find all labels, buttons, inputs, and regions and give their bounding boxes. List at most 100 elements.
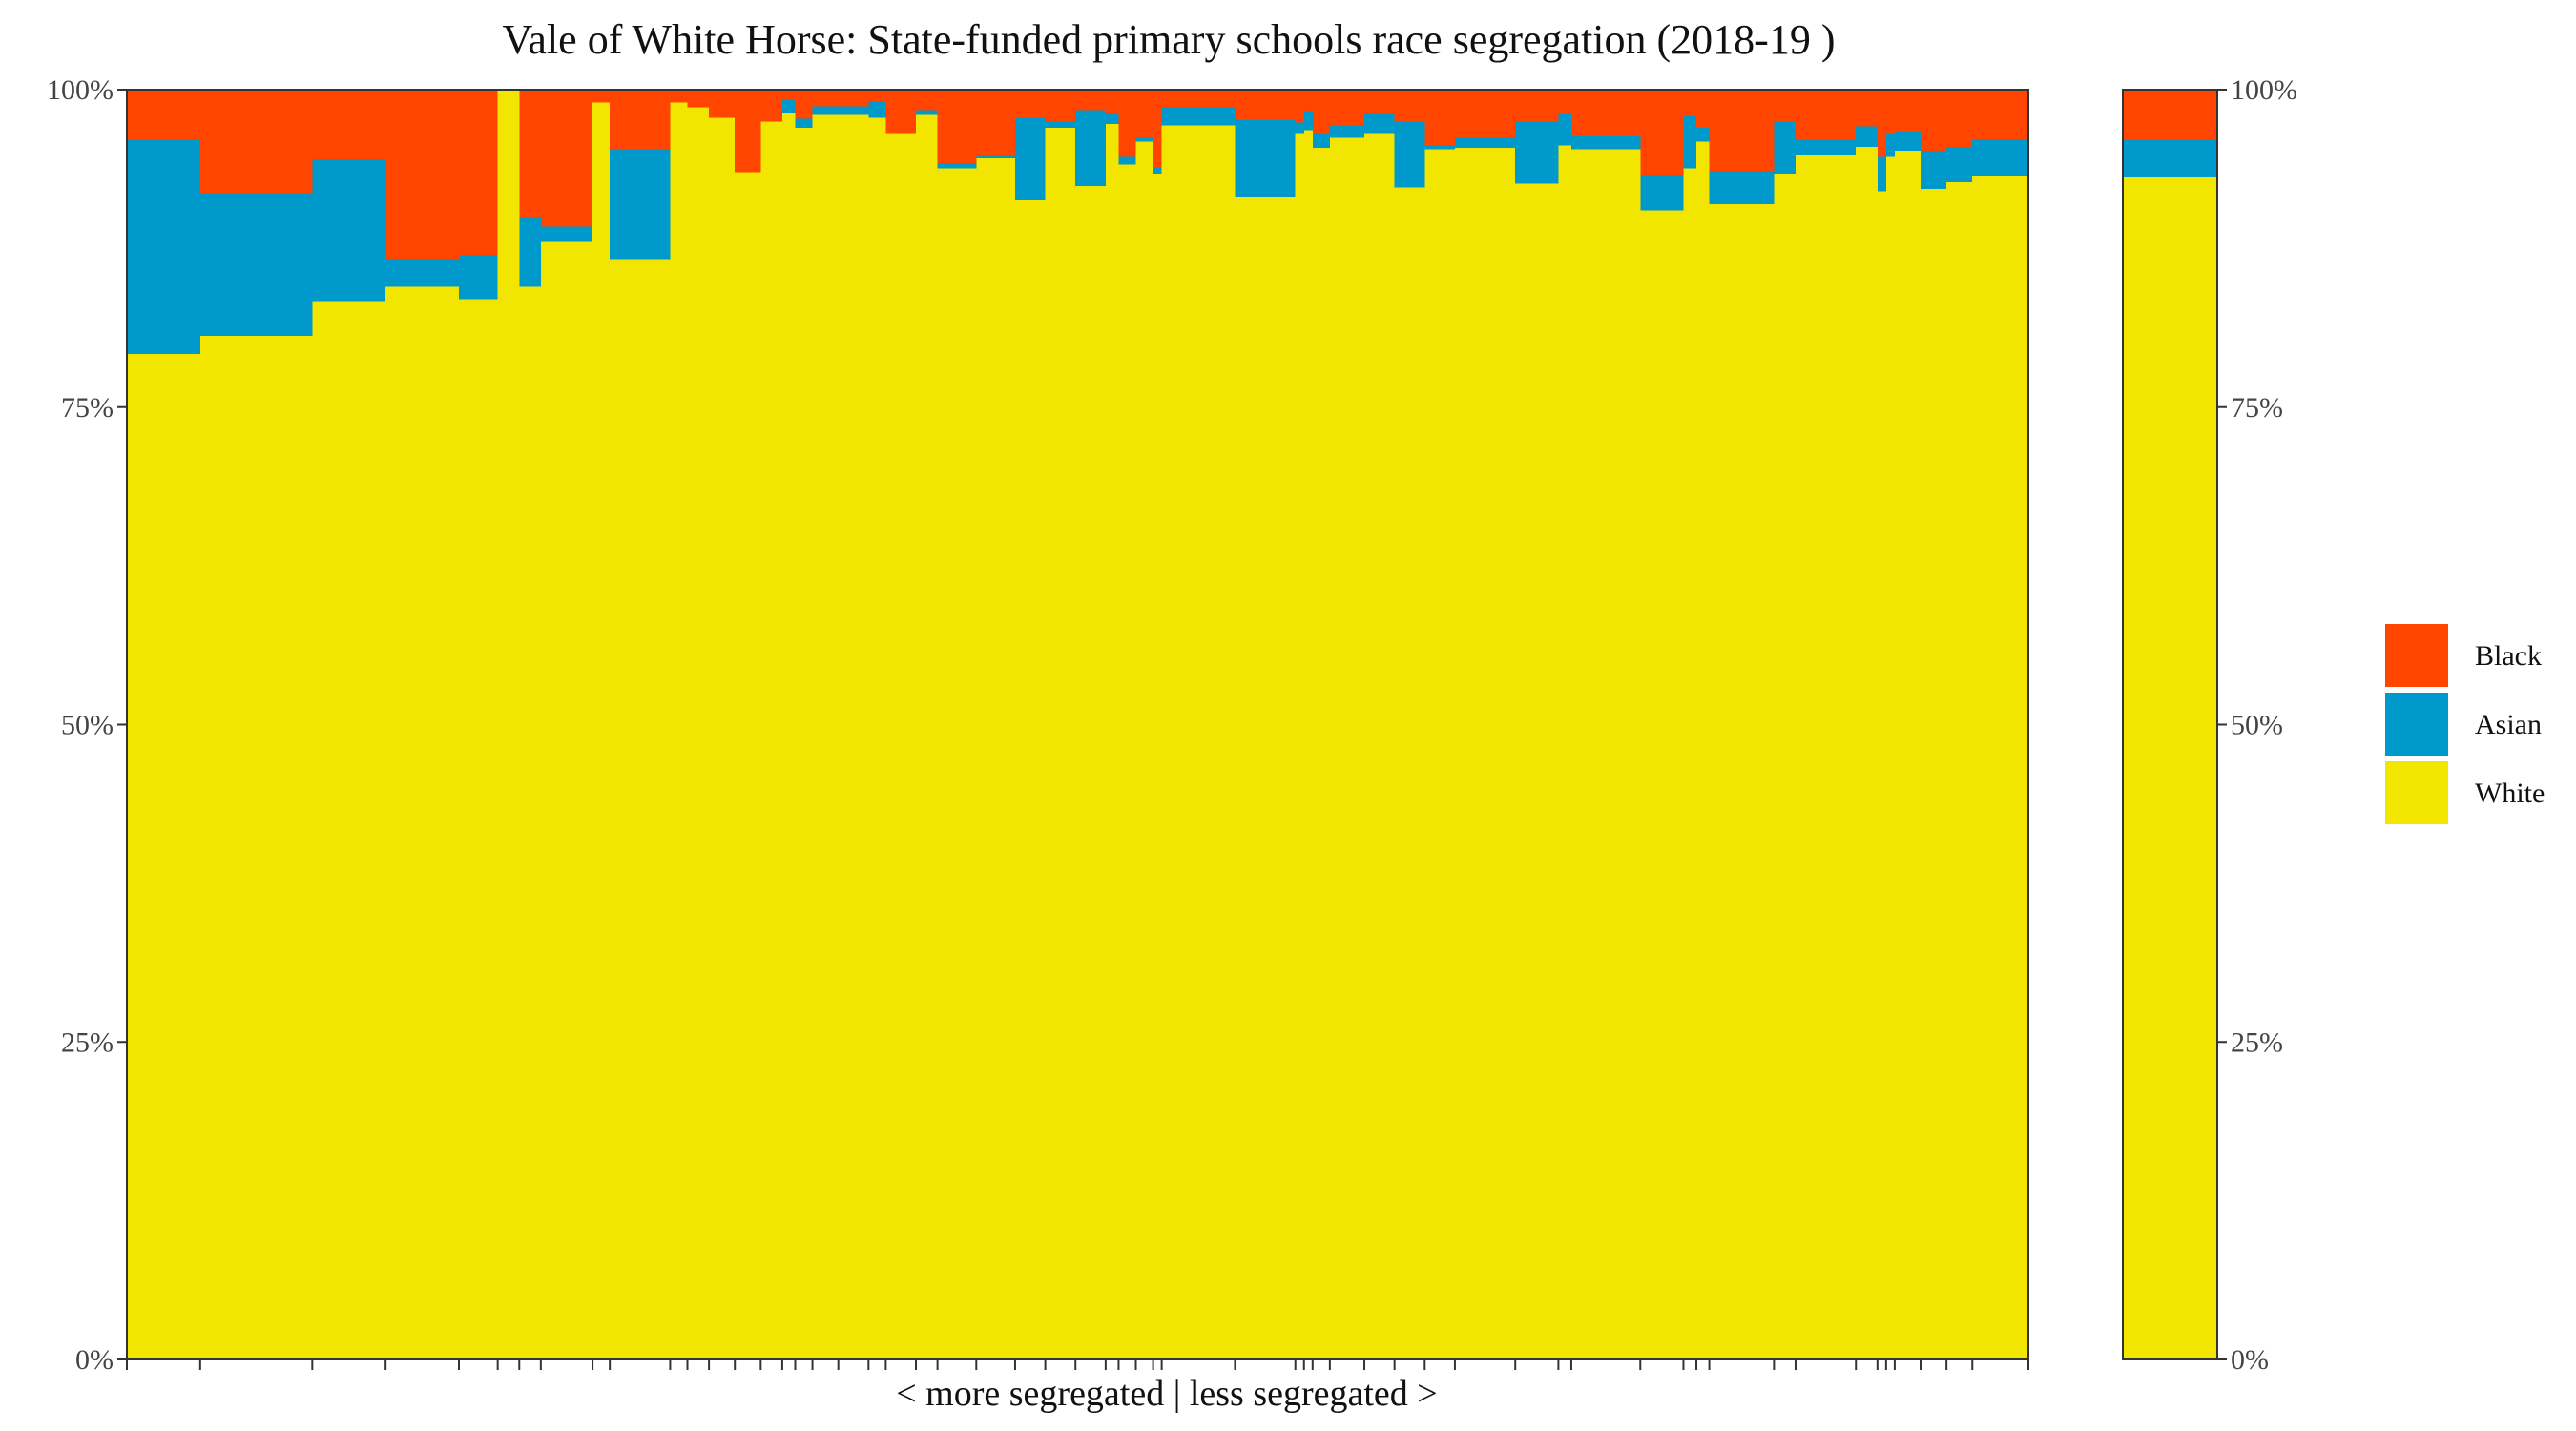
school-bar-white-segment [127,353,201,1359]
school-bar-black-segment [1795,90,1857,141]
school-bar-asian-segment [1885,133,1896,157]
school-bar-white-segment [735,172,761,1359]
school-bar-black-segment [916,90,939,111]
school-bar-black-segment [838,90,869,107]
y-tick-label-left: 25% [61,1027,114,1058]
school-bar-black-segment [1312,90,1331,134]
school-bar-white-segment [838,114,869,1360]
legend-swatch-black [2385,624,2448,687]
school-bar-white-segment [1709,203,1775,1359]
school-bar-white-segment [1946,182,1973,1360]
school-bar-white-segment [1885,156,1896,1360]
school-bar-black-segment [1946,90,1973,147]
school-bar-black-segment [610,90,672,150]
school-bar-white-segment [1075,186,1107,1359]
school-bar-black-segment [1135,90,1154,138]
school-bar-black-segment [709,90,736,118]
school-bar-asian-segment [1075,110,1107,187]
school-bar-black-segment [1153,90,1163,168]
school-bar-black-segment [760,90,783,122]
school-bar-black-segment [1856,90,1879,127]
x-axis-label: < more segregated | less segregated > [896,1374,1437,1414]
school-bar-asian-segment [781,99,797,113]
school-bar-asian-segment [1972,138,2029,176]
school-bar-asian-segment [1424,145,1456,150]
school-bar-asian-segment [1856,126,1879,147]
school-bar-white-segment [916,114,939,1360]
school-bar-white-segment [1558,145,1572,1360]
school-bar-white-segment [1105,123,1120,1359]
school-bar-black-segment [781,90,797,100]
school-bar-asian-segment [1014,117,1047,200]
school-bar-black-segment [1118,90,1137,157]
school-bar-asian-segment [976,154,1016,158]
school-bar-white-segment [497,90,520,1359]
school-bar-asian-segment [1364,112,1396,134]
school-bar-black-segment [1303,90,1314,112]
school-bar-black-segment [735,90,761,173]
school-bar-white-segment [868,117,886,1360]
y-axis-left: 0% 25% 50% 75% 100% [47,74,127,1376]
school-bar-black-segment [1424,90,1456,146]
school-bar-asian-segment [795,118,814,128]
school-bar-white-segment [976,157,1016,1359]
school-bar-black-segment [127,90,201,141]
school-bar-white-segment [812,114,840,1360]
school-bar-asian-segment [540,226,593,242]
school-bar-black-segment [1454,90,1516,138]
school-bar-white-segment [1329,137,1365,1359]
school-bar-white-segment [1877,191,1887,1360]
school-bar-white-segment [1135,141,1154,1359]
school-bar-asian-segment [1894,131,1922,151]
school-bar-asian-segment [1295,122,1305,134]
x-axis-ticks [126,1359,2029,1370]
school-bar-asian-segment [1795,140,1857,155]
school-bar-white-segment [1014,199,1047,1359]
school-bar-black-segment [1235,90,1297,120]
school-bar-black-segment [1774,90,1797,122]
school-bar-white-segment [312,301,386,1360]
school-bar-black-segment [1105,90,1120,113]
school-bar-black-segment [885,90,917,134]
school-bar-black-segment [458,90,499,256]
school-bar-black-segment [540,90,593,227]
school-bar-black-segment [1295,90,1305,123]
school-bar-asian-segment [458,255,499,300]
school-bar-white-segment [760,121,783,1359]
school-bar-asian-segment [1045,121,1076,128]
school-bar-asian-segment [312,159,386,302]
y-tick-label-left: 50% [61,710,114,741]
school-bar-white-segment [1394,187,1425,1359]
school-bar-black-segment [1394,90,1425,122]
school-bar-white-segment [781,112,797,1359]
school-bar-white-segment [1303,130,1314,1359]
school-bar-white-segment [1045,127,1076,1360]
school-bar-black-segment [812,90,840,107]
school-bar-black-segment [1329,90,1365,126]
school-bar-black-segment [670,90,689,103]
school-bar-asian-segment [1329,125,1365,138]
school-bar-black-segment [1570,90,1641,137]
school-bar-white-segment [1894,150,1922,1360]
school-bar-black-segment [1709,90,1775,172]
school-bar-white-segment [1118,164,1137,1359]
school-bar-asian-segment [1135,137,1154,142]
school-bar-asian-segment [812,106,840,115]
school-bar-white-segment [1921,188,1947,1359]
school-bar-black-segment [976,90,1016,155]
legend-label-asian: Asian [2475,709,2542,740]
y-tick-label-right: 100% [2231,74,2297,106]
school-bar-asian-segment [838,106,869,115]
school-bar-white-segment [687,107,710,1359]
school-bar-white-segment [670,102,689,1359]
school-bar-white-segment [385,286,460,1360]
school-bar-white-segment [540,241,593,1360]
school-bar-asian-segment [1696,127,1711,142]
school-bar-asian-segment [1570,136,1641,150]
school-bar-asian-segment [1683,115,1697,169]
school-bar-black-segment [1894,90,1922,132]
school-bar-white-segment [610,259,672,1359]
y-tick-label-left: 100% [47,74,114,106]
school-bar-black-segment [1885,90,1896,134]
